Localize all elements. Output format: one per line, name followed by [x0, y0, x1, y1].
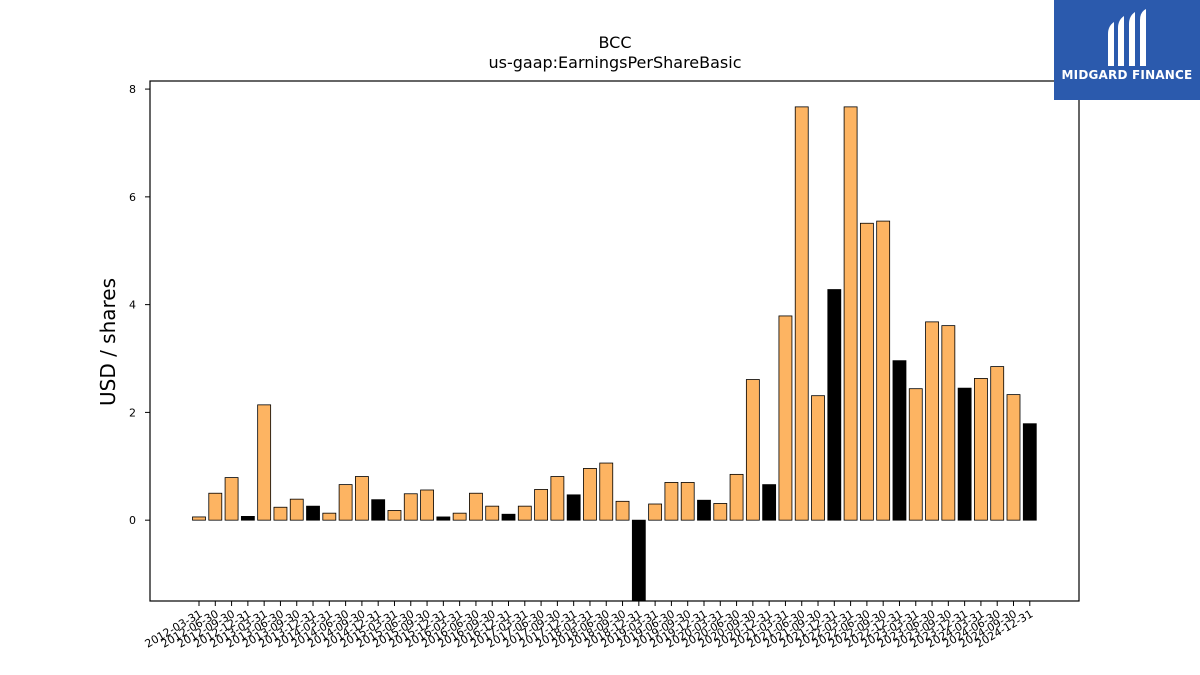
bar-2016-12-31 — [501, 513, 516, 521]
brand-logo: MIDGARD FINANCE — [1054, 0, 1200, 100]
bar-2021-06-30 — [794, 106, 809, 521]
bar-2022-09-30 — [876, 220, 891, 521]
bar-2019-09-30 — [680, 482, 695, 521]
chart-title: BCC — [598, 33, 631, 52]
bar-2022-12-31 — [892, 360, 907, 521]
bar-2016-03-31 — [452, 512, 467, 521]
bar-2015-12-31 — [436, 516, 451, 521]
bar-2023-06-30 — [925, 321, 939, 521]
bar-2021-09-30 — [811, 395, 825, 521]
y-tick-label: 8 — [129, 83, 136, 96]
bar-2013-03-31 — [257, 404, 272, 521]
y-axis: 0 2 4 6 8 — [129, 83, 150, 527]
y-axis-label: USD / shares — [96, 278, 120, 406]
bar-2020-09-30 — [745, 379, 760, 521]
x-axis: 2012-03-312012-06-302012-09-302012-12-31… — [143, 601, 1035, 651]
bar-2020-12-31 — [762, 484, 777, 521]
bar-2014-09-30 — [354, 476, 369, 521]
bar-2017-12-31 — [566, 494, 581, 521]
bar-2015-06-30 — [403, 493, 418, 521]
y-tick-label: 0 — [129, 514, 136, 527]
bar-2024-06-30 — [990, 366, 1005, 521]
bar-2017-03-31 — [517, 505, 532, 521]
bar-2018-12-31 — [631, 519, 646, 602]
bar-2021-12-31 — [827, 289, 842, 521]
bar-2014-03-31 — [322, 512, 337, 521]
bar-2020-06-30 — [729, 473, 744, 521]
bar-2024-03-31 — [974, 378, 988, 521]
bar-2012-06-30 — [208, 492, 223, 521]
bar-2023-03-31 — [908, 388, 923, 521]
bar-2020-03-31 — [713, 503, 728, 521]
bar-2014-06-30 — [338, 484, 353, 521]
bar-2015-03-31 — [387, 510, 402, 521]
bar-2024-09-30 — [1006, 394, 1021, 521]
bar-2018-06-30 — [599, 462, 614, 521]
bar-2016-06-30 — [469, 492, 483, 521]
bar-2022-06-30 — [859, 222, 874, 521]
bar-2014-12-31 — [371, 499, 386, 521]
brand-name: MIDGARD FINANCE — [1061, 68, 1193, 82]
bar-2021-03-31 — [778, 315, 793, 521]
y-tick-label: 6 — [129, 191, 136, 204]
y-tick-label: 2 — [129, 406, 136, 419]
bar-2018-09-30 — [615, 500, 630, 521]
bar-2018-03-31 — [583, 468, 597, 521]
bar-2013-06-30 — [273, 506, 288, 521]
plot-frame — [149, 80, 1080, 602]
bar-2024-12-31 — [1022, 423, 1037, 521]
chart-subtitle: us-gaap:EarningsPerShareBasic — [488, 53, 741, 72]
bar-2019-06-30 — [664, 482, 679, 521]
bar-2015-09-30 — [420, 489, 434, 521]
bar-2019-12-31 — [697, 499, 711, 521]
bar-2022-03-31 — [843, 106, 858, 521]
logo-mark-icon — [1108, 9, 1146, 66]
bar-2012-03-31 — [192, 516, 206, 521]
bars-group — [192, 106, 1037, 602]
bar-2016-09-30 — [485, 505, 500, 521]
bar-2017-06-30 — [534, 489, 548, 521]
bar-2017-09-30 — [550, 476, 565, 521]
bar-2023-12-31 — [957, 387, 972, 521]
bar-2019-03-31 — [648, 503, 663, 521]
bar-2012-09-30 — [224, 477, 239, 521]
bar-2023-09-30 — [941, 325, 956, 521]
y-tick-label: 4 — [129, 299, 136, 312]
bar-2013-09-30 — [289, 498, 304, 521]
bar-2013-12-31 — [306, 505, 320, 521]
bar-2012-12-31 — [240, 516, 255, 521]
